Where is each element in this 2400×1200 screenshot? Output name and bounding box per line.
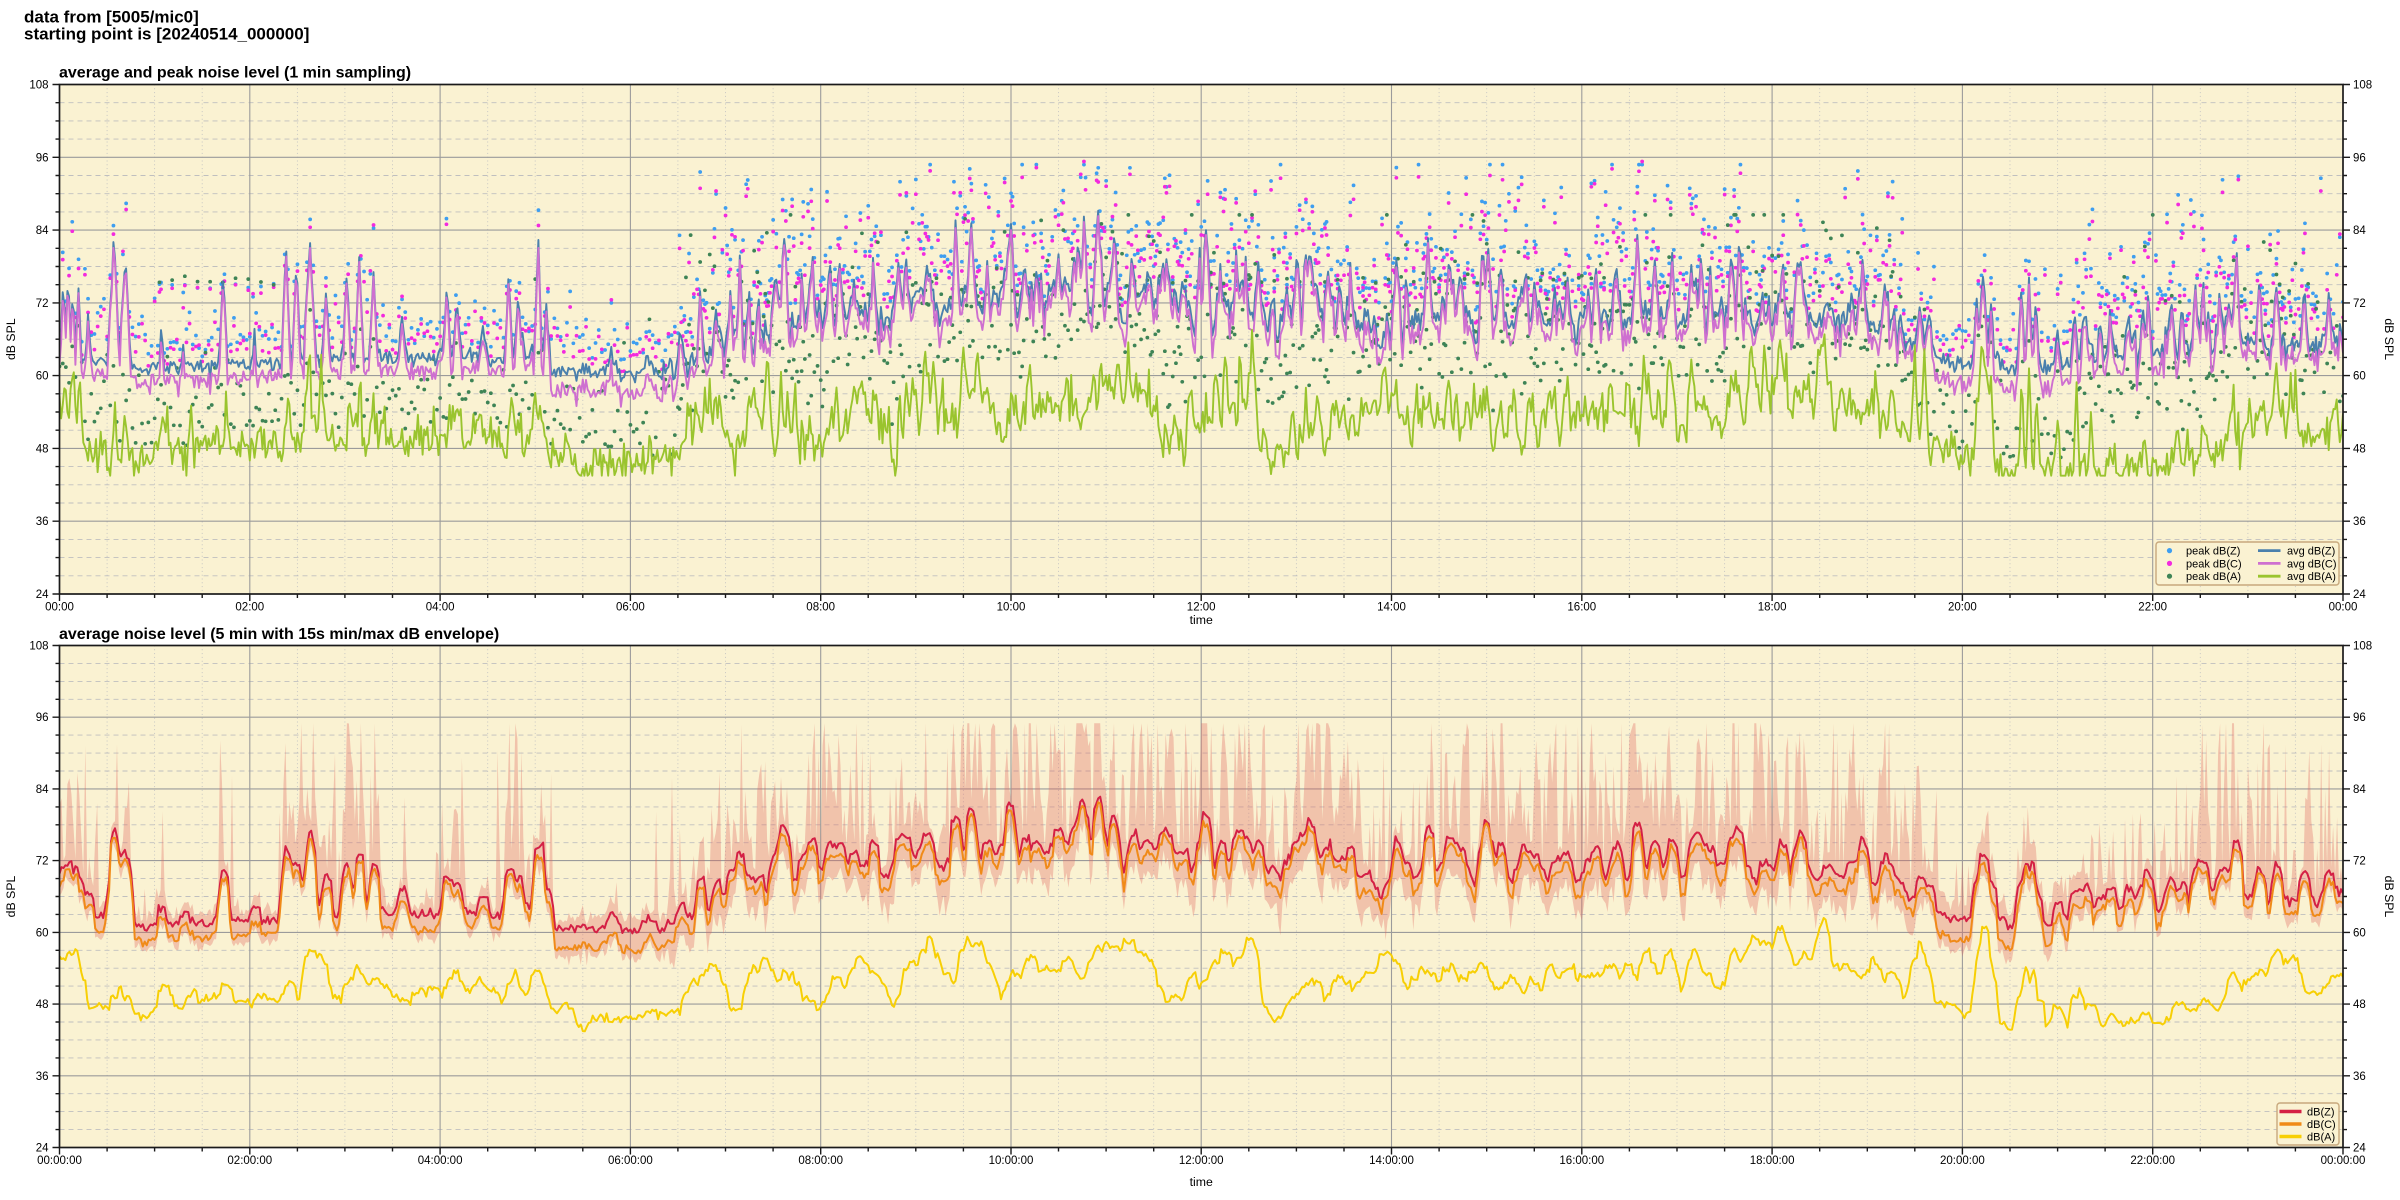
svg-text:06:00:00: 06:00:00 (608, 1155, 653, 1167)
svg-text:14:00:00: 14:00:00 (1369, 1155, 1414, 1167)
svg-text:02:00: 02:00 (235, 602, 264, 614)
svg-text:average and peak noise level (: average and peak noise level (1 min samp… (59, 65, 411, 82)
svg-text:dB(Z): dB(Z) (2307, 1107, 2335, 1119)
svg-text:72: 72 (2353, 856, 2366, 868)
svg-text:72: 72 (36, 856, 49, 868)
svg-text:08:00: 08:00 (806, 602, 835, 614)
svg-text:48: 48 (2353, 999, 2366, 1011)
svg-text:84: 84 (36, 225, 49, 237)
svg-text:36: 36 (2353, 1071, 2366, 1083)
svg-text:00:00: 00:00 (2329, 602, 2358, 614)
svg-text:108: 108 (29, 641, 48, 653)
svg-text:peak dB(C): peak dB(C) (2186, 558, 2242, 570)
svg-text:96: 96 (36, 152, 49, 164)
svg-text:84: 84 (36, 784, 49, 796)
svg-text:16:00: 16:00 (1567, 602, 1596, 614)
svg-text:08:00:00: 08:00:00 (798, 1155, 843, 1167)
svg-text:14:00: 14:00 (1377, 602, 1406, 614)
svg-text:18:00: 18:00 (1758, 602, 1787, 614)
svg-text:96: 96 (36, 712, 49, 724)
svg-text:00:00:00: 00:00:00 (2321, 1155, 2366, 1167)
svg-text:20:00: 20:00 (1948, 602, 1977, 614)
svg-text:72: 72 (36, 298, 49, 310)
svg-text:24: 24 (36, 589, 49, 601)
svg-text:dB SPL: dB SPL (2382, 318, 2396, 360)
svg-text:60: 60 (2353, 371, 2366, 383)
svg-text:36: 36 (2353, 516, 2366, 528)
svg-text:18:00:00: 18:00:00 (1750, 1155, 1795, 1167)
svg-text:48: 48 (36, 999, 49, 1011)
svg-text:time: time (1190, 613, 1213, 627)
svg-text:84: 84 (2353, 225, 2366, 237)
svg-text:24: 24 (36, 1143, 49, 1155)
svg-text:00:00: 00:00 (45, 602, 74, 614)
svg-text:48: 48 (2353, 443, 2366, 455)
svg-text:peak dB(A): peak dB(A) (2186, 571, 2241, 583)
svg-text:dB(A): dB(A) (2307, 1132, 2335, 1144)
svg-text:16:00:00: 16:00:00 (1559, 1155, 1604, 1167)
svg-text:84: 84 (2353, 784, 2366, 796)
svg-text:36: 36 (36, 1071, 49, 1083)
svg-text:60: 60 (36, 371, 49, 383)
svg-text:96: 96 (2353, 712, 2366, 724)
svg-text:avg dB(C): avg dB(C) (2287, 558, 2337, 570)
svg-text:60: 60 (36, 927, 49, 939)
svg-text:60: 60 (2353, 927, 2366, 939)
svg-text:avg dB(A): avg dB(A) (2287, 571, 2336, 583)
svg-text:10:00: 10:00 (997, 602, 1026, 614)
svg-text:00:00:00: 00:00:00 (37, 1155, 82, 1167)
svg-text:time: time (1190, 1175, 1213, 1189)
svg-text:108: 108 (2353, 641, 2372, 653)
svg-text:20:00:00: 20:00:00 (1940, 1155, 1985, 1167)
svg-text:04:00: 04:00 (426, 602, 455, 614)
svg-text:data from [5005/mic0]: data from [5005/mic0] (24, 8, 199, 27)
svg-text:108: 108 (29, 80, 48, 92)
svg-text:24: 24 (2353, 1143, 2366, 1155)
svg-text:04:00:00: 04:00:00 (418, 1155, 463, 1167)
svg-text:02:00:00: 02:00:00 (227, 1155, 272, 1167)
svg-text:108: 108 (2353, 80, 2372, 92)
svg-text:12:00: 12:00 (1187, 602, 1216, 614)
svg-text:dB(C): dB(C) (2307, 1119, 2336, 1131)
svg-text:average noise level (5 min wit: average noise level (5 min with 15s min/… (59, 626, 499, 643)
svg-text:avg dB(Z): avg dB(Z) (2287, 546, 2335, 558)
svg-text:24: 24 (2353, 589, 2366, 601)
svg-text:10:00:00: 10:00:00 (989, 1155, 1034, 1167)
svg-text:starting point is [20240514_00: starting point is [20240514_000000] (24, 25, 309, 44)
svg-text:peak dB(Z): peak dB(Z) (2186, 546, 2240, 558)
svg-text:dB SPL: dB SPL (4, 318, 18, 360)
svg-text:06:00: 06:00 (616, 602, 645, 614)
svg-text:96: 96 (2353, 152, 2366, 164)
svg-text:48: 48 (36, 443, 49, 455)
svg-text:12:00:00: 12:00:00 (1179, 1155, 1224, 1167)
svg-text:22:00:00: 22:00:00 (2130, 1155, 2175, 1167)
svg-text:dB SPL: dB SPL (2382, 876, 2396, 918)
svg-text:22:00: 22:00 (2138, 602, 2167, 614)
svg-text:36: 36 (36, 516, 49, 528)
svg-text:dB SPL: dB SPL (4, 875, 18, 917)
svg-text:72: 72 (2353, 298, 2366, 310)
